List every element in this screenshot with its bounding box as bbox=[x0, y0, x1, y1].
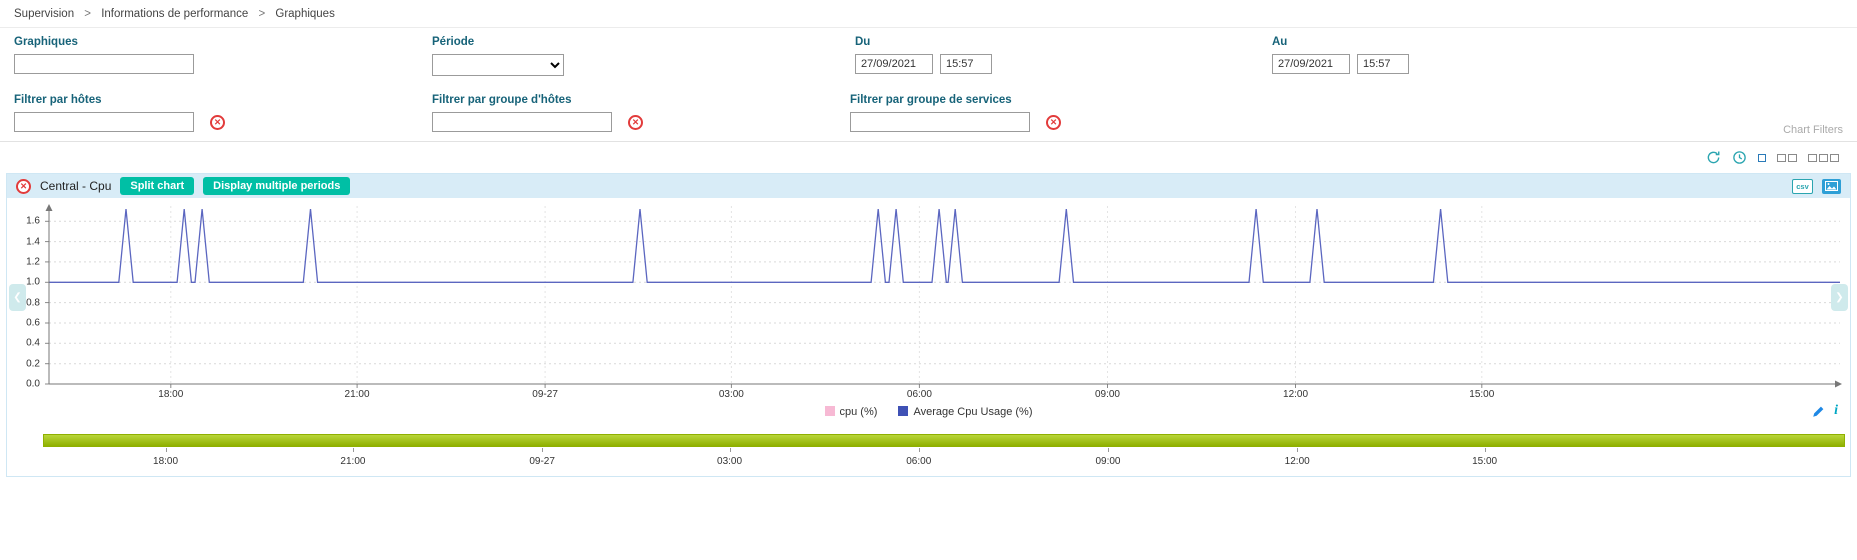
chart-body: 0.0 0.2 0.4 0.6 0.8 1.0 1.2 1.4 1.6 18:00 21:00 09… bbox=[7, 198, 1850, 430]
refresh-icon[interactable] bbox=[1706, 150, 1721, 165]
legend-swatch-cpu bbox=[824, 406, 835, 416]
clear-servicegroup-filter-icon[interactable]: ✕ bbox=[1046, 114, 1061, 130]
plot-area[interactable] bbox=[45, 204, 1842, 388]
legend-label-average-cpu: Average Cpu Usage (%) bbox=[913, 406, 1033, 418]
host-filter-input[interactable] bbox=[14, 112, 194, 132]
graphs-label: Graphiques bbox=[14, 36, 78, 48]
to-datetime-group: Au bbox=[1272, 36, 1409, 74]
period-filter-group: Période bbox=[432, 36, 564, 76]
breadcrumb-separator: > bbox=[84, 8, 92, 20]
export-csv-icon[interactable]: csv bbox=[1792, 178, 1813, 194]
filter-panel: Graphiques Période Du Au bbox=[0, 28, 1857, 142]
pan-left-button[interactable]: ❮ bbox=[9, 284, 26, 311]
from-time-input[interactable] bbox=[940, 54, 992, 74]
pan-right-button[interactable]: ❯ bbox=[1831, 284, 1848, 311]
legend-item-average-cpu[interactable]: Average Cpu Usage (%) bbox=[898, 406, 1033, 418]
to-label: Au bbox=[1272, 36, 1288, 48]
export-image-icon[interactable] bbox=[1822, 178, 1841, 194]
layout-two-per-line-icon[interactable] bbox=[1777, 153, 1797, 162]
hostgroup-filter-group: Filtrer par groupe d'hôtes ✕ bbox=[432, 94, 643, 132]
timeline: 18:00 21:00 09-27 03:00 06:00 09:00 12:00 15:00 bbox=[7, 430, 1850, 476]
display-multiple-periods-button[interactable]: Display multiple periods bbox=[203, 177, 351, 195]
layout-three-per-line-icon[interactable] bbox=[1808, 153, 1839, 162]
hostgroup-filter-input[interactable] bbox=[432, 112, 612, 132]
chart-legend: cpu (%) Average Cpu Usage (%) bbox=[7, 406, 1850, 418]
host-filter-group: Filtrer par hôtes ✕ bbox=[14, 94, 225, 132]
clear-host-filter-icon[interactable]: ✕ bbox=[210, 114, 225, 130]
to-date-input[interactable] bbox=[1272, 54, 1350, 74]
clear-hostgroup-filter-icon[interactable]: ✕ bbox=[628, 114, 643, 130]
from-label: Du bbox=[855, 36, 871, 48]
to-time-input[interactable] bbox=[1357, 54, 1409, 74]
period-label: Période bbox=[432, 36, 475, 48]
chart-header: ✕ Central - Cpu Split chart Display mult… bbox=[7, 174, 1850, 198]
host-filter-label: Filtrer par hôtes bbox=[14, 94, 102, 106]
timeline-axis-labels: 18:00 21:00 09-27 03:00 06:00 09:00 12:00 15:00 bbox=[43, 448, 1845, 470]
servicegroup-filter-group: Filtrer par groupe de services ✕ bbox=[850, 94, 1061, 132]
from-datetime-group: Du bbox=[855, 36, 992, 74]
history-clock-icon[interactable] bbox=[1732, 150, 1747, 165]
timeline-range-bar[interactable] bbox=[43, 434, 1845, 447]
graphs-filter-group: Graphiques bbox=[14, 36, 194, 74]
legend-item-cpu[interactable]: cpu (%) bbox=[824, 406, 878, 418]
chart-filters-caption: Chart Filters bbox=[1783, 124, 1843, 136]
breadcrumb-item-graphiques[interactable]: Graphiques bbox=[275, 8, 335, 20]
remove-chart-icon[interactable]: ✕ bbox=[16, 178, 31, 194]
chart-card: ✕ Central - Cpu Split chart Display mult… bbox=[6, 173, 1851, 477]
x-axis-labels: 18:00 21:00 09-27 03:00 06:00 09:00 12:00 15:00 bbox=[158, 389, 1495, 400]
info-icon[interactable]: i bbox=[1834, 403, 1838, 418]
servicegroup-filter-input[interactable] bbox=[850, 112, 1030, 132]
hostgroup-filter-label: Filtrer par groupe d'hôtes bbox=[432, 94, 572, 106]
breadcrumb-item-supervision[interactable]: Supervision bbox=[14, 8, 75, 20]
annotate-pencil-icon[interactable] bbox=[1812, 405, 1825, 418]
servicegroup-filter-label: Filtrer par groupe de services bbox=[850, 94, 1012, 106]
breadcrumb-item-performance-info[interactable]: Informations de performance bbox=[101, 8, 249, 20]
breadcrumb: Supervision > Informations de performanc… bbox=[0, 0, 1857, 28]
layout-one-per-line-icon[interactable] bbox=[1758, 153, 1766, 162]
chart-title: Central - Cpu bbox=[40, 179, 112, 193]
y-axis-labels: 0.0 0.2 0.4 0.6 0.8 1.0 1.2 1.4 1.6 bbox=[26, 215, 40, 390]
chart-toolbar bbox=[0, 142, 1857, 173]
period-select[interactable] bbox=[432, 54, 564, 76]
graphs-input[interactable] bbox=[14, 54, 194, 74]
from-date-input[interactable] bbox=[855, 54, 933, 74]
split-chart-button[interactable]: Split chart bbox=[120, 177, 195, 195]
breadcrumb-separator: > bbox=[258, 8, 266, 20]
legend-swatch-average-cpu bbox=[898, 406, 909, 416]
chart-tools: i bbox=[1812, 404, 1838, 418]
legend-label-cpu: cpu (%) bbox=[839, 406, 878, 418]
